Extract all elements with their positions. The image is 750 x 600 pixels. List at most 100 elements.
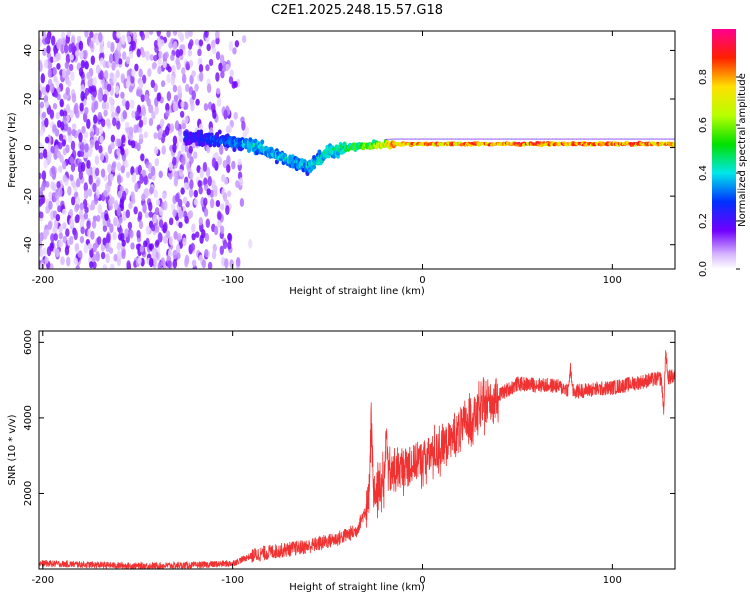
spectrogram-cell [121, 248, 126, 260]
spectrogram-cell [79, 102, 84, 112]
spectrogram-cell [211, 157, 217, 168]
spectrogram-cell [160, 80, 166, 88]
spectrogram-cell [81, 125, 86, 134]
spectrogram-cell [189, 170, 194, 181]
spectrogram-cell [64, 61, 70, 70]
spectrogram-cell [488, 138, 490, 140]
spectrogram-cell [41, 170, 47, 181]
spectrogram-cell [191, 259, 197, 268]
spectrogram-cell [172, 142, 177, 153]
spectrogram-cell [462, 138, 465, 140]
colorbar-label: Normalized spectral amplitude [737, 73, 748, 227]
spectrogram-cell [110, 134, 116, 143]
spectrogram-cell [47, 62, 53, 69]
spectrogram-cell [601, 138, 603, 140]
spectrogram-cell [445, 138, 447, 140]
spectrogram-cell [50, 83, 55, 94]
spectrogram-cell [182, 196, 188, 205]
spectrogram-cell [69, 217, 74, 228]
spectrogram-cell [39, 59, 43, 69]
spectrogram-cell [128, 202, 133, 210]
spectrogram-cell [199, 129, 204, 135]
spectrogram-cell [197, 180, 202, 188]
spectrogram-cell [203, 197, 208, 206]
spectrogram-cell [670, 138, 672, 140]
spectrogram-cell [78, 170, 84, 180]
spectrogram-cell [48, 200, 53, 210]
spectrogram-cell [228, 40, 234, 52]
spectrogram-cell [609, 138, 611, 140]
spectrogram-cell [95, 250, 100, 262]
spectrogram-cell [233, 80, 238, 88]
spectrogram-cell [207, 261, 213, 269]
y-tick-label: 6000 [23, 330, 34, 355]
y-tick-label: 0 [23, 144, 34, 150]
spectrogram-cell [446, 138, 449, 140]
spectrogram-cell [188, 210, 194, 219]
spectrogram-cell [75, 178, 81, 188]
spectrogram-cell [529, 138, 531, 140]
colorbar-tick-label: 0.4 [698, 165, 709, 181]
spectrogram-cell [484, 138, 486, 140]
spectrogram-cell [241, 35, 247, 43]
spectrogram-cell [61, 68, 67, 79]
spectrogram-cell [582, 138, 584, 140]
spectrogram-cell [98, 72, 103, 80]
spectrogram-cell [223, 109, 228, 120]
spectrogram-cell [142, 115, 148, 126]
spectrogram-cell [648, 138, 651, 140]
spectrogram-cell [62, 115, 67, 124]
spectrogram-cell [219, 144, 224, 155]
spectrogram-cell [581, 138, 583, 140]
spectrogram-cell [225, 205, 230, 216]
spectrogram-cell [162, 60, 167, 69]
spectrogram-cell [396, 138, 398, 140]
spectrogram-cell [91, 85, 97, 93]
spectrogram-cell [504, 138, 506, 140]
spectrogram-cell [672, 142, 675, 146]
spectrogram-cell [419, 138, 421, 140]
spectrogram-cell [50, 181, 55, 190]
spectrogram-cell [175, 57, 180, 66]
spectrogram-cell [181, 73, 187, 84]
spectrogram-cell [87, 188, 93, 197]
spectrogram-cell [474, 138, 477, 140]
spectrogram-cell [473, 138, 475, 140]
spectrogram-cell [113, 217, 118, 227]
spectrogram-cell [148, 117, 154, 127]
spectrogram-cell [631, 138, 633, 140]
spectrogram-cell [518, 138, 520, 140]
spectrogram-cell [201, 229, 206, 239]
spectrogram-cell [194, 83, 199, 92]
spectrogram-cell [428, 138, 430, 140]
spectrogram-cell [606, 138, 608, 140]
spectrogram-cell [421, 138, 423, 140]
spectrogram-cell [67, 126, 72, 136]
spectrogram-cell [127, 221, 133, 230]
spectrogram-cell [66, 68, 71, 76]
spectrogram-cell [164, 125, 170, 136]
spectrogram-cell [614, 138, 616, 140]
spectrogram-cell [157, 231, 163, 242]
spectrogram-cell [41, 86, 47, 96]
spectrogram-cell [56, 181, 61, 189]
spectrogram-cell [387, 138, 389, 141]
spectrogram-cell [441, 138, 443, 140]
spectrogram-cell [69, 235, 74, 245]
spectrogram-cell [154, 104, 159, 115]
spectrogram-cell [95, 179, 100, 188]
spectrogram-cell [58, 232, 64, 240]
spectrogram-cell [232, 147, 237, 153]
spectrogram-cell [119, 198, 124, 209]
spectrogram-cell [558, 138, 560, 140]
spectrogram-cell [90, 230, 95, 240]
spectrogram-cell [145, 31, 150, 39]
spectrogram-cell [179, 210, 184, 218]
spectrogram-cell [116, 161, 122, 172]
spectrogram-cell [99, 152, 105, 162]
spectrogram-cell [55, 111, 60, 120]
spectrogram-cell [89, 261, 94, 269]
spectrogram-cell [45, 205, 50, 214]
spectrogram-cell [92, 242, 97, 253]
